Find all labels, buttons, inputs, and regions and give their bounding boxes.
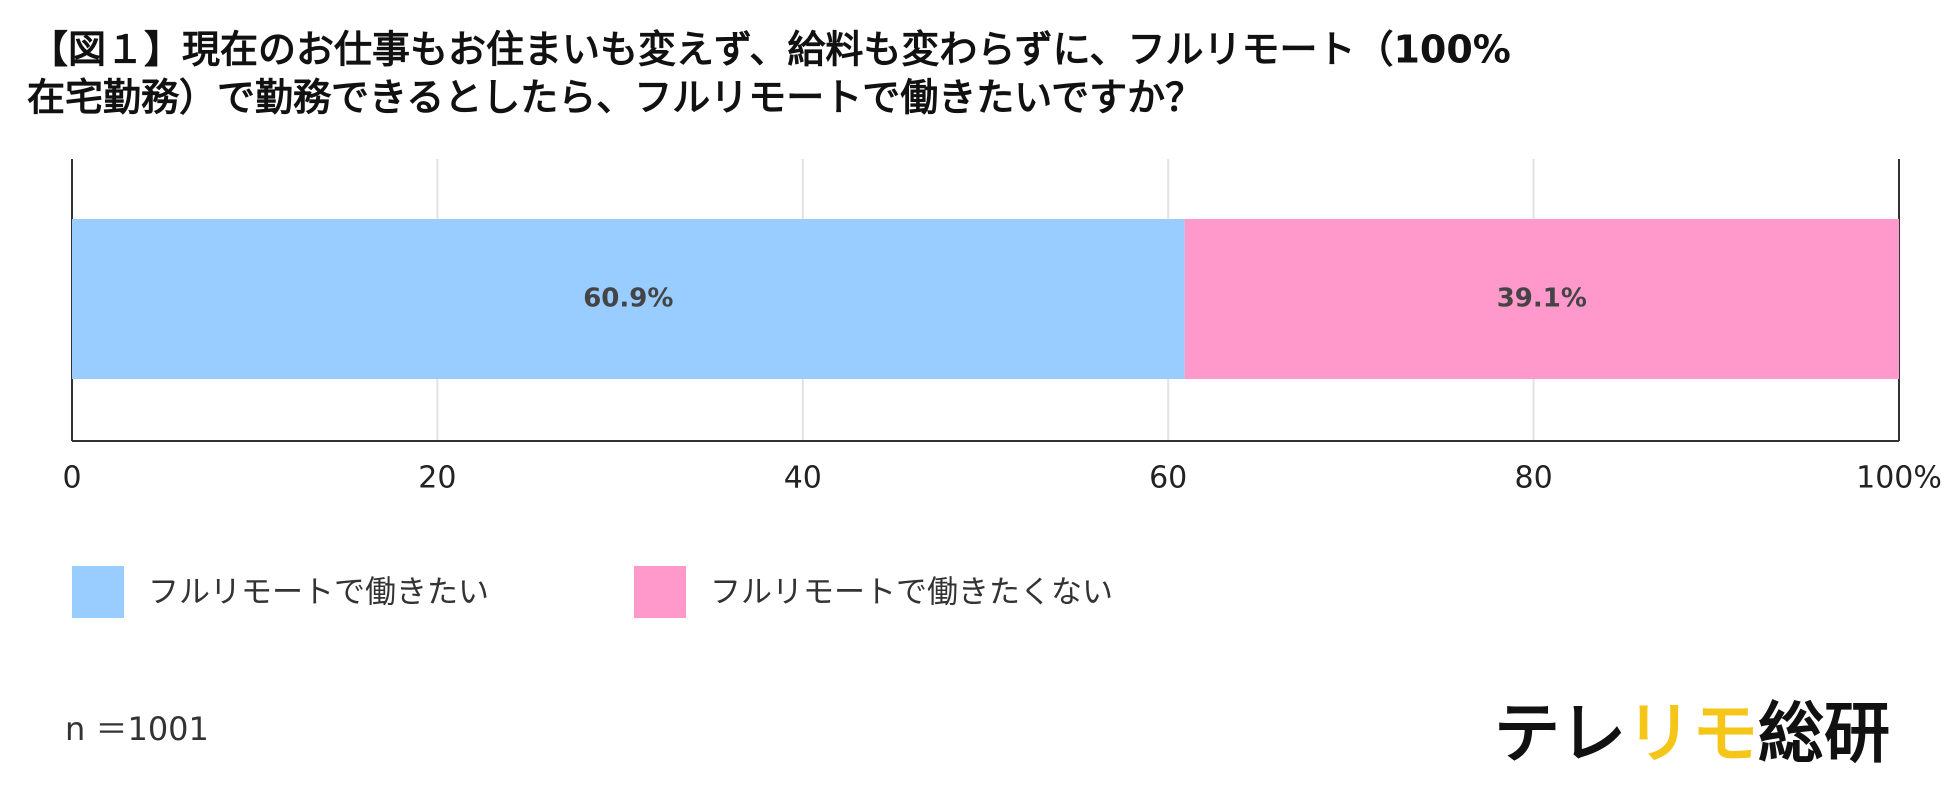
sample-size-note: n ＝1001 xyxy=(65,710,209,748)
legend-swatch xyxy=(634,566,686,618)
x-tick-label: 60 xyxy=(1149,461,1187,496)
data-label: 60.9% xyxy=(583,284,673,314)
legend-swatch xyxy=(72,566,124,618)
logo-part: テレ xyxy=(1494,695,1626,772)
chart-title: 【図１】現在のお仕事もお住まいも変えず、給料も変わらずに、フルリモート（100% xyxy=(30,28,1511,72)
logo-part: リモ xyxy=(1626,695,1758,772)
chart-title: 在宅勤務）で勤務できるとしたら、フルリモートで働きたいですか？ xyxy=(27,76,1203,120)
x-tick-label: 80 xyxy=(1515,461,1553,496)
logo-part: 総研 xyxy=(1758,695,1890,772)
legend-label: フルリモートで働きたい xyxy=(148,575,489,611)
data-label: 39.1% xyxy=(1497,284,1587,314)
x-tick-label: 100% xyxy=(1856,461,1942,496)
bar-segment xyxy=(1184,219,1899,379)
x-tick-label: 0 xyxy=(62,461,81,496)
x-tick-label: 40 xyxy=(784,461,822,496)
bar-segment xyxy=(72,219,1185,379)
legend-label: フルリモートで働きたくない xyxy=(710,575,1113,611)
x-tick-label: 20 xyxy=(418,461,456,496)
logo: テレリモ総研 xyxy=(1494,695,1890,772)
